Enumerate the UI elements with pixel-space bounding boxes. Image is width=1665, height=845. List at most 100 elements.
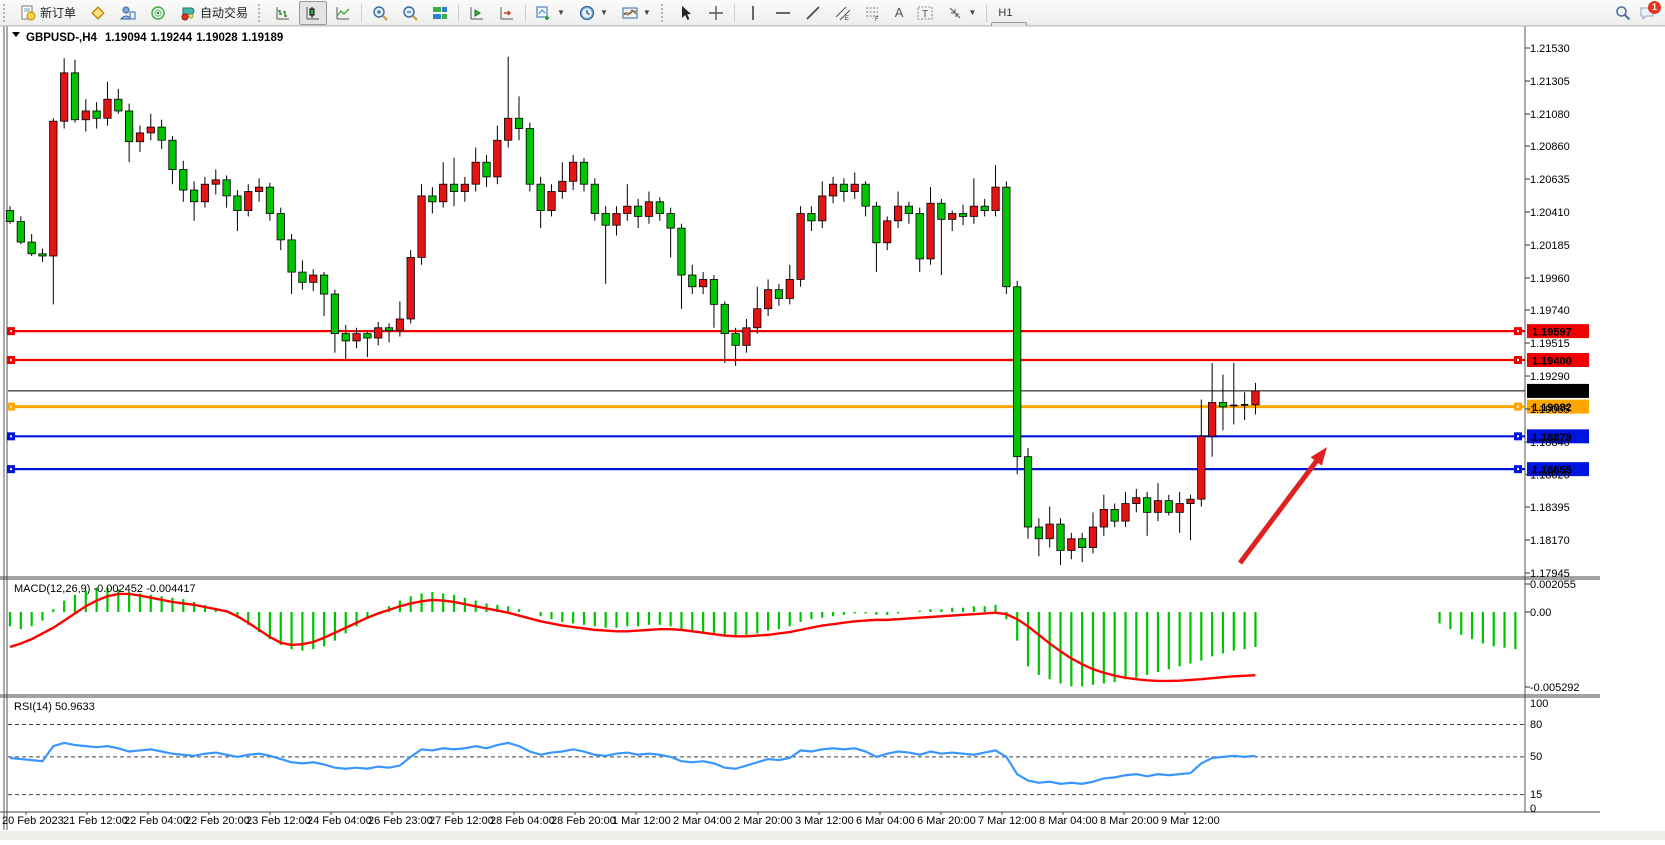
candle-body	[850, 183, 859, 192]
fibonacci-tool-button[interactable]: F	[859, 1, 887, 25]
timeframe-M30[interactable]: M30	[991, 0, 1026, 4]
horizontal-level-lines[interactable]: 1.19597 1.19400 1.19082 1.18879 1.18655 1.191…	[7, 324, 1590, 477]
candle-body	[579, 161, 589, 185]
price-line-label	[1527, 324, 1589, 339]
toolbar-grip[interactable]	[660, 3, 668, 22]
hline-tool-button[interactable]	[769, 1, 797, 25]
candle-body	[244, 191, 253, 211]
candle-body	[666, 213, 675, 229]
candle-body	[92, 110, 101, 119]
candle-body	[406, 257, 415, 320]
auto-scroll-button[interactable]	[463, 1, 491, 25]
chart-window[interactable]: 1.19597 1.19400 1.19082 1.18879 1.18655 1.191…	[0, 25, 1665, 840]
indicators-button[interactable]: ▼	[530, 1, 571, 25]
candle-body	[1013, 286, 1022, 458]
chart-canvas[interactable]: 1.19597 1.19400 1.19082 1.18879 1.18655 1.191…	[0, 25, 1665, 840]
periods-button[interactable]: ▼	[573, 1, 614, 25]
notifications-button[interactable]: 1	[1639, 0, 1661, 21]
candle-body	[482, 161, 491, 178]
rsi-label: RSI(14) 50.9633	[14, 701, 95, 713]
candle-body	[1099, 509, 1108, 528]
toolbar-grip[interactable]	[3, 3, 10, 22]
vline-tool-button[interactable]	[739, 1, 767, 25]
candle-body	[1153, 500, 1163, 513]
candle-body	[60, 72, 69, 122]
zoom-out-button[interactable]	[396, 1, 424, 25]
cursor-button[interactable]	[672, 1, 700, 25]
dropdown-caret-icon: ▼	[557, 8, 565, 17]
chart-title-collapse-icon[interactable]	[12, 32, 20, 37]
chart-shift-icon	[500, 6, 514, 19]
bar-chart-button[interactable]	[269, 1, 297, 25]
candle-body	[655, 201, 664, 214]
price-line-label	[1527, 429, 1589, 444]
trendline-tool-button[interactable]	[799, 1, 827, 25]
price-tick: 1.19740	[1530, 305, 1570, 317]
macd-signal-line	[9, 592, 1256, 683]
tile-windows-button[interactable]	[426, 1, 454, 25]
line-chart-button[interactable]	[329, 1, 357, 25]
data-window-button[interactable]	[114, 1, 142, 25]
fibonacci-icon: F	[865, 7, 879, 21]
candle-body	[796, 213, 805, 280]
toolbar-grip[interactable]	[258, 3, 265, 22]
svg-text:E: E	[845, 16, 849, 21]
candle-body	[504, 117, 513, 141]
label-tool-button[interactable]: T	[911, 1, 939, 25]
candle-body	[1251, 390, 1260, 406]
crosshair-button[interactable]	[702, 1, 730, 25]
search-icon[interactable]	[1615, 5, 1631, 21]
sonar-icon	[151, 5, 165, 20]
price-line-label	[1527, 353, 1589, 367]
templates-button[interactable]: ▼	[616, 1, 657, 25]
template-icon	[622, 7, 638, 18]
candle-body	[720, 303, 729, 335]
price-axis: 1.21530 1.21305 1.21080 1.20860 1.20635 1.204…	[1525, 43, 1580, 815]
candle-body	[384, 327, 394, 332]
candle-body	[341, 333, 350, 342]
new-order-button[interactable]: 新订单	[14, 1, 82, 25]
candle-body	[1218, 402, 1228, 408]
price-line-label	[1527, 462, 1589, 477]
channel-tool-button[interactable]: E	[829, 1, 857, 25]
price-tick: 1.20860	[1530, 141, 1570, 153]
candle-body	[374, 327, 383, 339]
auto-trading-button[interactable]: 自动交易	[174, 1, 254, 25]
timeframe-H1[interactable]: H1	[998, 6, 1013, 19]
zoom-in-button[interactable]	[366, 1, 394, 25]
candle-body	[81, 110, 90, 121]
trend-arrow-head[interactable]	[1310, 447, 1327, 466]
candle-body	[688, 274, 697, 288]
candle-body	[785, 279, 794, 299]
time-tick: 22 Feb 20:00	[185, 815, 250, 827]
price-tick: 1.21080	[1530, 109, 1570, 121]
time-tick: 28 Feb 04:00	[490, 815, 555, 827]
divider	[733, 3, 735, 22]
trend-arrow-shaft[interactable]	[1237, 456, 1321, 565]
market-watch-button[interactable]	[84, 1, 112, 25]
candle-body	[937, 202, 946, 220]
navigator-button[interactable]	[144, 1, 172, 25]
candle-body	[1208, 402, 1217, 437]
time-tick: 6 Mar 04:00	[856, 815, 915, 827]
candle-chart-button[interactable]	[299, 0, 328, 25]
text-tool-button[interactable]: A	[889, 1, 910, 25]
annotation-arrow[interactable]	[1237, 447, 1327, 565]
clock-icon	[579, 5, 594, 20]
shapes-tool-button[interactable]: ▼	[941, 1, 982, 25]
chart-shift-button[interactable]	[493, 1, 521, 25]
new-order-icon	[21, 5, 36, 20]
candles	[5, 56, 1260, 566]
candle-body	[168, 139, 177, 170]
horizontal-line-icon	[775, 11, 790, 14]
candle-body	[536, 183, 545, 211]
price-tick: 1.21530	[1530, 43, 1570, 55]
arrows-shapes-icon	[950, 7, 961, 18]
candle-body	[547, 191, 556, 211]
candle-body	[27, 241, 36, 255]
candle-body	[287, 239, 296, 273]
label-tool-icon: T	[917, 6, 933, 20]
candle-body	[49, 120, 58, 257]
price-tick: 1.19290	[1530, 371, 1570, 383]
svg-text:T: T	[922, 9, 928, 20]
